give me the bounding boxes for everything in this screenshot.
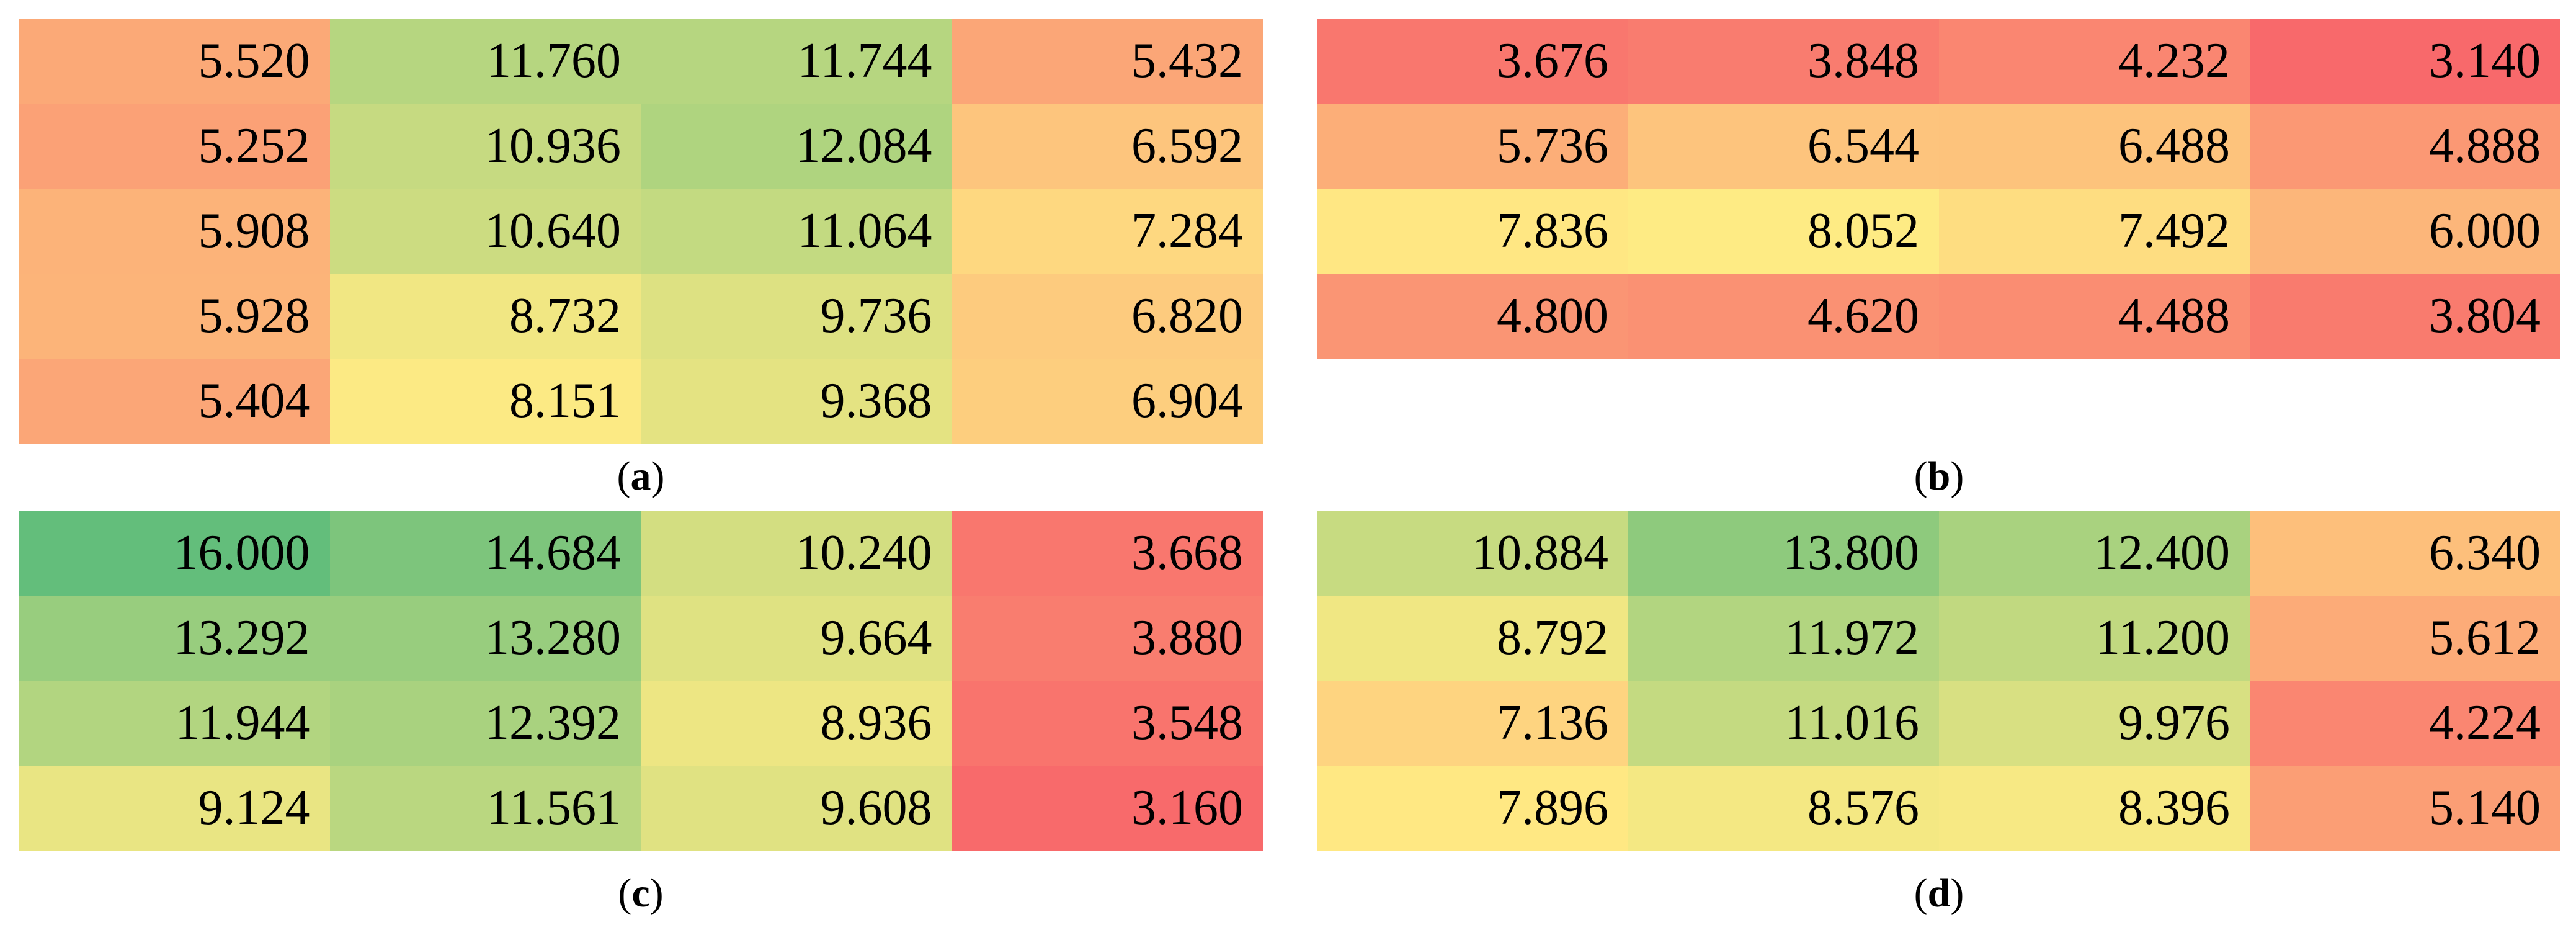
heatmap-cell: 6.820	[952, 274, 1263, 359]
heatmap-cell: 8.151	[329, 359, 641, 444]
heatmap-cell: 12.400	[1939, 511, 2250, 596]
heatmap-cell: 9.124	[19, 766, 330, 851]
heatmap-cell: 11.944	[19, 681, 330, 766]
heatmap-panel-b: 3.676 3.848 4.232 3.140 5.736 6.544 6.488 4.888…	[1317, 19, 2560, 359]
heatmap-cell: 6.544	[1628, 104, 1939, 189]
heatmap-cell: 9.664	[641, 596, 952, 681]
heatmap-cell: 8.052	[1628, 189, 1939, 274]
heatmap-cell: 4.232	[1939, 19, 2250, 104]
heatmap-cell: 7.492	[1939, 189, 2250, 274]
heatmap-cell: 4.888	[2250, 104, 2560, 189]
heatmap-grid-b: 3.676 3.848 4.232 3.140 5.736 6.544 6.488 4.888…	[1317, 19, 2560, 359]
heatmap-panel-d: 10.884 13.800 12.400 6.340 8.792 11.972 11.200…	[1317, 511, 2560, 851]
heatmap-cell: 5.404	[19, 359, 330, 444]
heatmap-cell: 5.736	[1317, 104, 1628, 189]
heatmap-cell: 3.160	[952, 766, 1263, 851]
heatmap-cell: 6.592	[952, 104, 1263, 189]
heatmap-cell: 5.612	[2250, 596, 2560, 681]
heatmap-cell: 9.976	[1939, 681, 2250, 766]
heatmap-grid-c: 16.000 14.684 10.240 3.668 13.292 13.280 9.664…	[19, 511, 1263, 851]
heatmap-cell: 5.908	[19, 189, 330, 274]
heatmap-cell: 3.848	[1628, 19, 1939, 104]
heatmap-cell: 11.972	[1628, 596, 1939, 681]
heatmap-cell: 11.064	[641, 189, 952, 274]
heatmap-cell: 13.280	[329, 596, 641, 681]
panel-caption-b: (b)	[1914, 454, 1964, 499]
heatmap-cell: 4.620	[1628, 274, 1939, 359]
heatmap-cell: 3.676	[1317, 19, 1628, 104]
heatmap-cell: 6.904	[952, 359, 1263, 444]
heatmap-cell: 3.140	[2250, 19, 2560, 104]
heatmap-cell: 11.561	[329, 766, 641, 851]
heatmap-cell: 11.744	[641, 19, 952, 104]
heatmap-cell: 8.576	[1628, 766, 1939, 851]
heatmap-cell: 7.896	[1317, 766, 1628, 851]
heatmap-cell: 3.880	[952, 596, 1263, 681]
heatmap-cell: 12.392	[329, 681, 641, 766]
caption-letter: a	[630, 454, 651, 499]
heatmap-cell: 9.736	[641, 274, 952, 359]
heatmap-cell: 12.084	[641, 104, 952, 189]
heatmap-cell: 8.792	[1317, 596, 1628, 681]
heatmap-cell: 4.488	[1939, 274, 2250, 359]
heatmap-cell: 10.240	[641, 511, 952, 596]
heatmap-cell: 3.548	[952, 681, 1263, 766]
heatmap-cell: 8.936	[641, 681, 952, 766]
heatmap-cell: 4.800	[1317, 274, 1628, 359]
heatmap-cell: 8.396	[1939, 766, 2250, 851]
heatmap-cell: 11.016	[1628, 681, 1939, 766]
caption-letter: d	[1927, 870, 1951, 916]
heatmap-cell: 4.224	[2250, 681, 2560, 766]
panel-caption-a: (a)	[617, 454, 665, 499]
heatmap-cell: 7.284	[952, 189, 1263, 274]
heatmap-cell: 13.800	[1628, 511, 1939, 596]
heatmap-cell: 7.836	[1317, 189, 1628, 274]
heatmap-cell: 5.252	[19, 104, 330, 189]
heatmap-panel-c: 16.000 14.684 10.240 3.668 13.292 13.280 9.664…	[19, 511, 1263, 851]
heatmap-cell: 7.136	[1317, 681, 1628, 766]
heatmap-cell: 11.760	[329, 19, 641, 104]
heatmap-cell: 5.140	[2250, 766, 2560, 851]
heatmap-cell: 6.000	[2250, 189, 2560, 274]
panel-caption-c: (c)	[618, 870, 664, 916]
heatmap-cell: 5.432	[952, 19, 1263, 104]
heatmap-cell: 16.000	[19, 511, 330, 596]
heatmap-cell: 5.520	[19, 19, 330, 104]
heatmap-cell: 10.884	[1317, 511, 1628, 596]
heatmap-cell: 3.668	[952, 511, 1263, 596]
heatmap-panel-a: 5.520 11.760 11.744 5.432 5.252 10.936 12.084 6…	[19, 19, 1263, 444]
heatmap-cell: 13.292	[19, 596, 330, 681]
heatmap-cell: 6.488	[1939, 104, 2250, 189]
heatmap-grid-a: 5.520 11.760 11.744 5.432 5.252 10.936 12.084 6…	[19, 19, 1263, 444]
panel-caption-d: (d)	[1914, 870, 1964, 916]
heatmap-cell: 9.608	[641, 766, 952, 851]
heatmap-cell: 6.340	[2250, 511, 2560, 596]
heatmap-cell: 14.684	[329, 511, 641, 596]
heatmap-cell: 11.200	[1939, 596, 2250, 681]
heatmap-cell: 9.368	[641, 359, 952, 444]
caption-letter: c	[631, 870, 650, 916]
caption-letter: b	[1927, 454, 1951, 499]
heatmap-grid-d: 10.884 13.800 12.400 6.340 8.792 11.972 11.200…	[1317, 511, 2560, 851]
heatmap-cell: 3.804	[2250, 274, 2560, 359]
heatmap-cell: 5.928	[19, 274, 330, 359]
heatmap-cell: 10.640	[329, 189, 641, 274]
heatmap-cell: 8.732	[329, 274, 641, 359]
heatmap-cell: 10.936	[329, 104, 641, 189]
